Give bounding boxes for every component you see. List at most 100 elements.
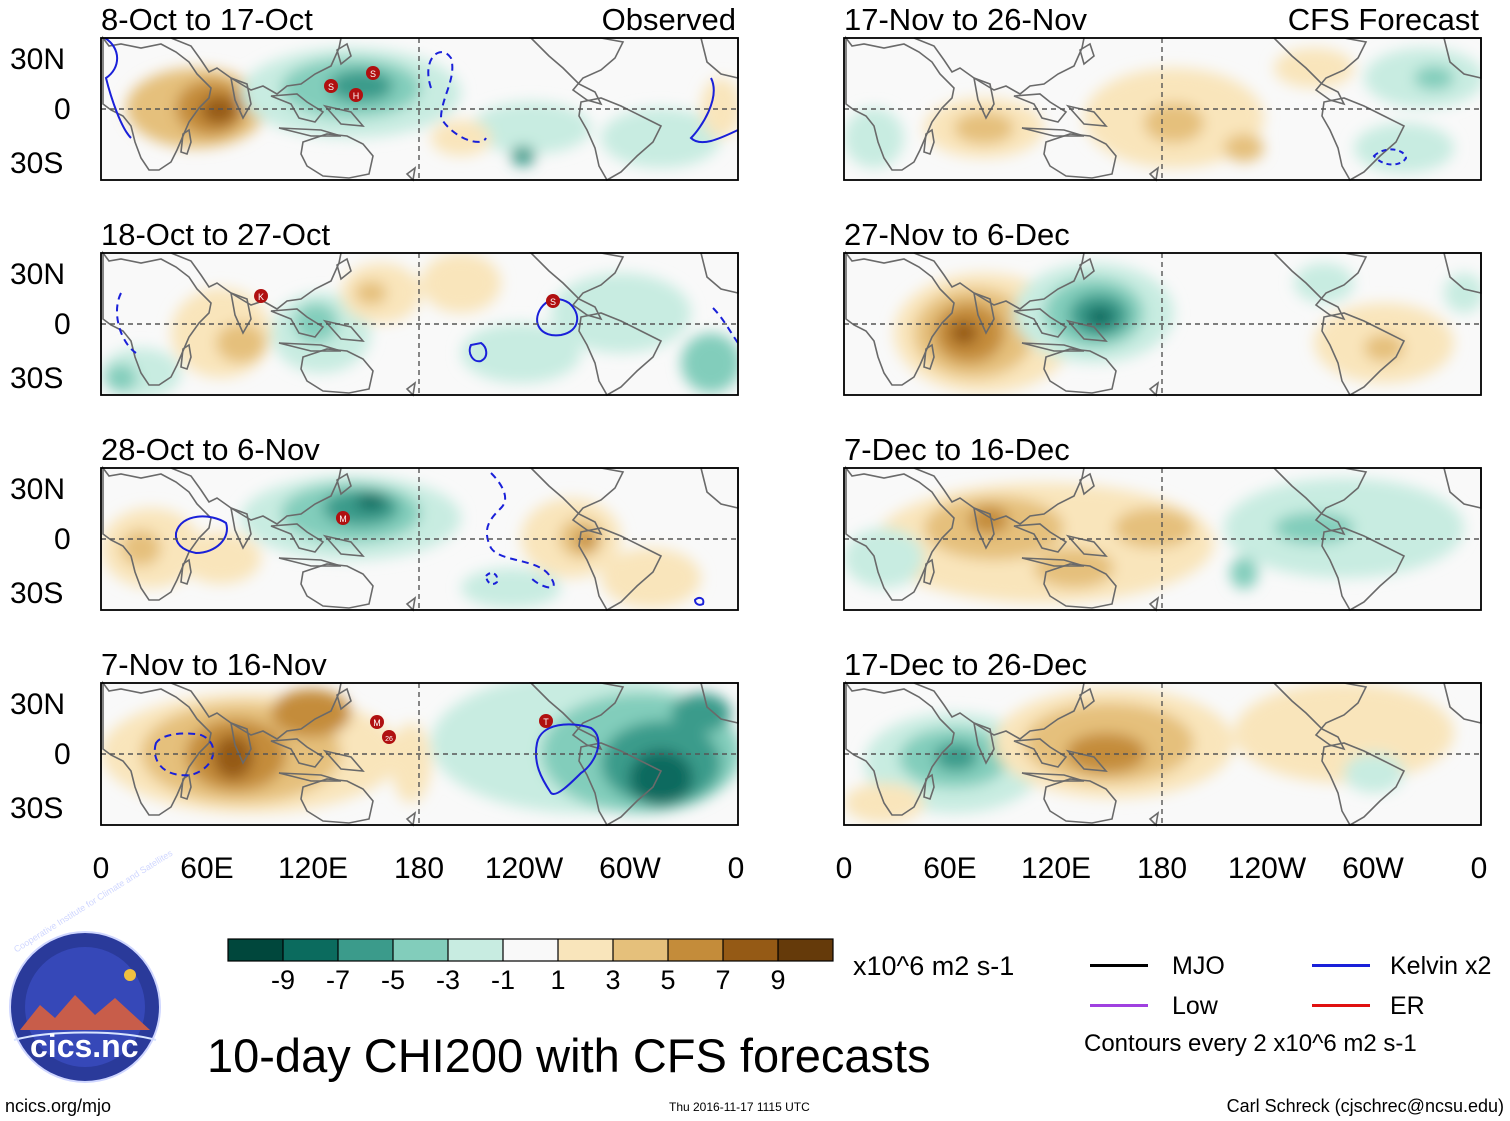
lon-label-60w: 60W bbox=[599, 852, 661, 885]
legend-line-low bbox=[1090, 1004, 1148, 1007]
figure-title: 10-day CHI200 with CFS forecasts bbox=[207, 1029, 931, 1082]
colorbar-swatch bbox=[558, 939, 613, 961]
colorbar-label: 5 bbox=[660, 965, 676, 995]
colorbar-label: -5 bbox=[380, 965, 406, 995]
lat-label-30n: 30N bbox=[10, 688, 66, 721]
lat-label-eq: 0 bbox=[54, 93, 71, 126]
lat-label-30s: 30S bbox=[10, 147, 64, 180]
map-panel-8 bbox=[843, 682, 1482, 826]
panel-title-5: 17-Nov to 26-Nov bbox=[844, 2, 1087, 37]
lon-label-60e: 60E bbox=[180, 852, 234, 885]
map-panel-1: S H S bbox=[100, 37, 739, 181]
colorbar-label: 9 bbox=[770, 965, 786, 995]
panel-title-6: 27-Nov to 6-Dec bbox=[844, 217, 1070, 252]
storm-marker: M bbox=[336, 511, 350, 525]
lat-label-30s: 30S bbox=[10, 577, 64, 610]
colorbar-label: -7 bbox=[325, 965, 351, 995]
map-panel-5 bbox=[843, 37, 1482, 181]
lon-label-0: 0 bbox=[835, 852, 853, 885]
panel-title-1: 8-Oct to 17-Oct bbox=[101, 2, 313, 37]
colorbar-units: x10^6 m2 s-1 bbox=[853, 951, 1015, 981]
colorbar bbox=[227, 938, 834, 962]
panel-title-8: 17-Dec to 26-Dec bbox=[844, 647, 1087, 682]
colorbar-label: -1 bbox=[490, 965, 516, 995]
panel-tag-forecast: CFS Forecast bbox=[1287, 2, 1479, 37]
panel-title-4: 7-Nov to 16-Nov bbox=[101, 647, 327, 682]
lat-label-30s: 30S bbox=[10, 362, 64, 395]
map-panel-6 bbox=[843, 252, 1482, 396]
lon-label-120w: 120W bbox=[1227, 852, 1307, 885]
storm-marker: S bbox=[324, 79, 338, 93]
legend-label-low: Low bbox=[1172, 992, 1218, 1020]
colorbar-label: 3 bbox=[605, 965, 621, 995]
panel-title-7: 7-Dec to 16-Dec bbox=[844, 432, 1070, 467]
storm-marker: 26 bbox=[382, 730, 396, 744]
svg-text:K: K bbox=[258, 292, 264, 302]
logo-text: cics.nc bbox=[30, 1028, 139, 1064]
lat-label-eq: 0 bbox=[54, 523, 71, 556]
lon-label-180: 180 bbox=[1136, 852, 1188, 885]
svg-text:T: T bbox=[543, 717, 549, 727]
panel-tag-observed: Observed bbox=[601, 2, 736, 37]
svg-text:M: M bbox=[339, 514, 347, 524]
storm-marker: S bbox=[366, 66, 380, 80]
legend-label-mjo: MJO bbox=[1172, 952, 1225, 980]
colorbar-swatch bbox=[668, 939, 723, 961]
colorbar-label: 1 bbox=[550, 965, 566, 995]
legend-line-mjo bbox=[1090, 964, 1148, 967]
colorbar-swatch bbox=[723, 939, 778, 961]
svg-text:S: S bbox=[550, 297, 556, 307]
footer-timestamp: Thu 2016-11-17 1115 UTC bbox=[669, 1100, 810, 1114]
storm-marker: S bbox=[546, 294, 560, 308]
colorbar-swatch bbox=[228, 939, 283, 961]
colorbar-swatch bbox=[778, 939, 833, 961]
lon-label-0-end: 0 bbox=[1470, 852, 1488, 885]
legend-line-kelvin bbox=[1312, 964, 1370, 967]
svg-text:H: H bbox=[353, 91, 360, 101]
map-panel-2: K S bbox=[100, 252, 739, 396]
footer-credit: Carl Schreck (cjschrec@ncsu.edu) bbox=[1226, 1096, 1504, 1116]
panel-title-3: 28-Oct to 6-Nov bbox=[101, 432, 320, 467]
colorbar-label: -9 bbox=[270, 965, 296, 995]
colorbar-swatch bbox=[283, 939, 338, 961]
lon-label-120e: 120E bbox=[277, 852, 349, 885]
storm-marker: T bbox=[539, 714, 553, 728]
svg-text:26: 26 bbox=[385, 736, 393, 743]
colorbar-swatch bbox=[503, 939, 558, 961]
colorbar-swatch bbox=[448, 939, 503, 961]
lat-label-30n: 30N bbox=[10, 43, 66, 76]
footer-url[interactable]: ncics.org/mjo bbox=[5, 1096, 112, 1116]
colorbar-swatch bbox=[393, 939, 448, 961]
contour-note: Contours every 2 x10^6 m2 s-1 bbox=[1084, 1030, 1417, 1057]
lon-label-60w: 60W bbox=[1342, 852, 1404, 885]
lon-label-0-end: 0 bbox=[727, 852, 745, 885]
lat-label-30s: 30S bbox=[10, 792, 64, 825]
svg-text:S: S bbox=[370, 69, 376, 79]
colorbar-label: 7 bbox=[715, 965, 731, 995]
lon-label-60e: 60E bbox=[923, 852, 977, 885]
lon-label-120e: 120E bbox=[1020, 852, 1092, 885]
lat-label-eq: 0 bbox=[54, 738, 71, 771]
legend-line-er bbox=[1312, 1004, 1370, 1007]
legend-label-er: ER bbox=[1390, 992, 1425, 1020]
cics-logo bbox=[9, 931, 161, 1083]
lat-label-eq: 0 bbox=[54, 308, 71, 341]
panel-title-2: 18-Oct to 27-Oct bbox=[101, 217, 331, 252]
lat-label-30n: 30N bbox=[10, 473, 66, 506]
storm-marker: H bbox=[349, 88, 363, 102]
colorbar-swatch bbox=[613, 939, 668, 961]
legend-label-kelvin: Kelvin x2 bbox=[1390, 952, 1492, 980]
lat-label-30n: 30N bbox=[10, 258, 66, 291]
svg-text:S: S bbox=[328, 82, 334, 92]
map-panel-7 bbox=[843, 467, 1482, 611]
map-panel-3: M bbox=[100, 467, 739, 611]
map-panel-4: M 26 T bbox=[100, 682, 739, 826]
colorbar-swatch bbox=[338, 939, 393, 961]
storm-marker: M bbox=[370, 715, 384, 729]
lon-label-120w: 120W bbox=[484, 852, 564, 885]
colorbar-label: -3 bbox=[435, 965, 461, 995]
lon-label-180: 180 bbox=[393, 852, 445, 885]
lon-label-0: 0 bbox=[92, 852, 110, 885]
svg-text:M: M bbox=[373, 718, 381, 728]
